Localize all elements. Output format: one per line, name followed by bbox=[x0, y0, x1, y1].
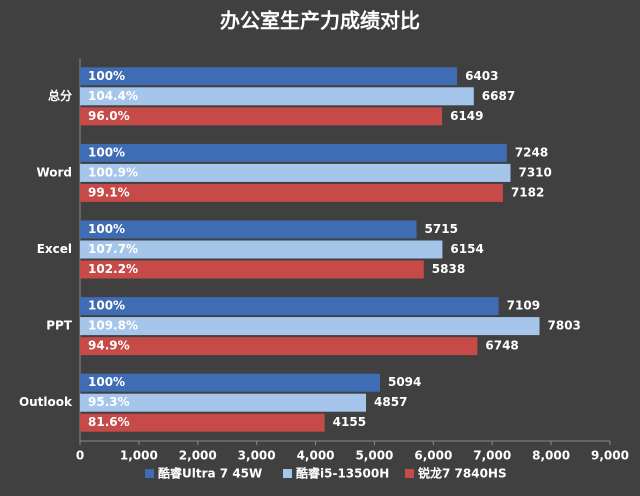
bar bbox=[80, 220, 417, 239]
value-label: 5838 bbox=[432, 262, 465, 276]
percent-label: 94.9% bbox=[88, 339, 130, 353]
value-label: 5094 bbox=[388, 375, 421, 389]
bar bbox=[80, 183, 503, 202]
percent-label: 96.0% bbox=[88, 109, 130, 123]
x-tick-label: 0 bbox=[76, 449, 84, 463]
value-label: 7182 bbox=[511, 185, 544, 199]
bar bbox=[80, 260, 424, 279]
legend-swatch bbox=[405, 469, 414, 478]
value-label: 6687 bbox=[482, 89, 515, 103]
bar bbox=[80, 297, 499, 316]
x-tick-label: 2,000 bbox=[179, 449, 217, 463]
bar bbox=[80, 317, 540, 336]
legend-label: 酷睿i5-13500H bbox=[296, 466, 389, 481]
legend-label: 锐龙7 7840HS bbox=[418, 466, 507, 481]
bar bbox=[80, 107, 443, 126]
x-tick-label: 1,000 bbox=[120, 449, 158, 463]
value-label: 6154 bbox=[450, 242, 483, 256]
x-tick-label: 5,000 bbox=[355, 449, 393, 463]
y-tick-label: 总分 bbox=[48, 88, 72, 103]
percent-label: 99.1% bbox=[88, 185, 130, 199]
value-label: 7109 bbox=[507, 299, 540, 313]
bar bbox=[80, 163, 511, 182]
bar bbox=[80, 413, 325, 432]
percent-label: 100% bbox=[88, 69, 125, 83]
value-label: 4857 bbox=[374, 395, 407, 409]
x-tick-label: 8,000 bbox=[532, 449, 570, 463]
value-label: 5715 bbox=[425, 222, 458, 236]
value-label: 6403 bbox=[465, 69, 498, 83]
percent-label: 100% bbox=[88, 145, 125, 159]
bar bbox=[80, 373, 380, 392]
percent-label: 109.8% bbox=[88, 319, 138, 333]
percent-label: 81.6% bbox=[88, 415, 130, 429]
percent-label: 100.9% bbox=[88, 165, 138, 179]
percent-label: 100% bbox=[88, 222, 125, 236]
x-tick-label: 9,000 bbox=[591, 449, 629, 463]
percent-label: 100% bbox=[88, 299, 125, 313]
value-label: 6149 bbox=[450, 109, 483, 123]
legend-swatch bbox=[283, 469, 292, 478]
bar bbox=[80, 143, 507, 162]
x-tick-label: 7,000 bbox=[473, 449, 511, 463]
x-tick-label: 3,000 bbox=[238, 449, 276, 463]
value-label: 6748 bbox=[485, 339, 518, 353]
percent-label: 104.4% bbox=[88, 89, 138, 103]
percent-label: 102.2% bbox=[88, 262, 138, 276]
bar bbox=[80, 87, 474, 106]
bar bbox=[80, 67, 458, 86]
x-tick-label: 4,000 bbox=[297, 449, 335, 463]
legend-swatch bbox=[145, 469, 154, 478]
x-tick-label: 6,000 bbox=[414, 449, 452, 463]
y-tick-label: Word bbox=[36, 165, 72, 179]
value-label: 7310 bbox=[518, 165, 551, 179]
chart-title: 办公室生产力成绩对比 bbox=[220, 9, 420, 33]
bar bbox=[80, 240, 443, 259]
legend-label: 酷睿Ultra 7 45W bbox=[158, 466, 262, 481]
bar bbox=[80, 393, 367, 412]
y-tick-label: PPT bbox=[46, 319, 73, 333]
value-label: 7803 bbox=[548, 319, 581, 333]
bar bbox=[80, 337, 478, 356]
value-label: 7248 bbox=[515, 145, 548, 159]
percent-label: 95.3% bbox=[88, 395, 130, 409]
value-label: 4155 bbox=[333, 415, 366, 429]
percent-label: 100% bbox=[88, 375, 125, 389]
y-tick-label: Excel bbox=[37, 242, 72, 256]
percent-label: 107.7% bbox=[88, 242, 138, 256]
y-tick-label: Outlook bbox=[19, 395, 73, 409]
